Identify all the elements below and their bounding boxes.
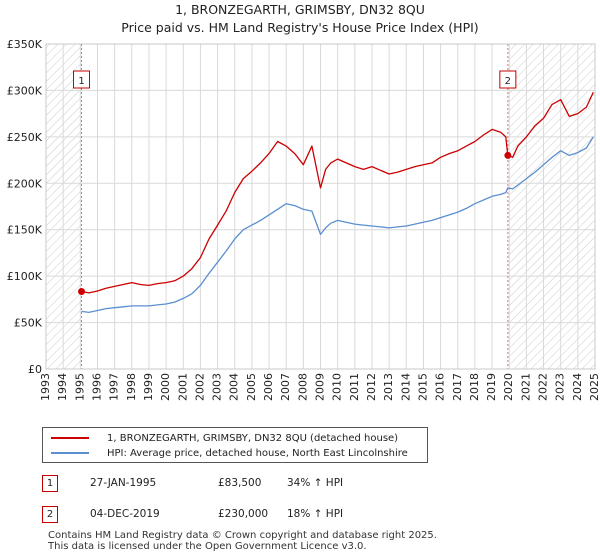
sale-point: [504, 151, 512, 159]
y-tick-label: £350K: [7, 38, 43, 51]
x-tick-label: 2024: [571, 373, 584, 401]
x-tick-label: 2017: [451, 373, 464, 401]
y-tick-label: £50K: [14, 317, 43, 330]
x-tick-label: 2003: [211, 373, 224, 401]
x-tick-label: 2015: [416, 373, 429, 401]
hatched-region: [507, 44, 595, 369]
sale-label-text: 1: [78, 76, 84, 87]
x-tick-label: 2018: [468, 373, 481, 401]
sale-marker-badge: 2: [42, 506, 58, 523]
x-tick-label: 2022: [537, 373, 550, 401]
x-tick-label: 2025: [588, 373, 600, 401]
footer-copyright: Contains HM Land Registry data © Crown c…: [48, 530, 437, 541]
legend: 1, BRONZEGARTH, GRIMSBY, DN32 8QU (detac…: [42, 427, 428, 463]
x-tick-label: 2016: [434, 373, 447, 401]
x-tick-label: 2014: [399, 373, 412, 401]
x-tick-label: 2007: [279, 373, 292, 401]
legend-entry-hpi: HPI: Average price, detached house, Nort…: [51, 446, 408, 460]
y-tick-label: £200K: [7, 177, 43, 190]
y-tick-label: £0: [28, 363, 42, 376]
plot-frame: [45, 43, 596, 370]
x-tick-label: 2021: [519, 373, 532, 401]
x-tick-label: 1993: [39, 373, 52, 401]
x-tick-label: 2000: [159, 373, 172, 401]
legend-label-hpi: HPI: Average price, detached house, Nort…: [107, 447, 408, 459]
x-tick-label: 1996: [90, 373, 103, 401]
chart-title: 1, BRONZEGARTH, GRIMSBY, DN32 8QU: [175, 2, 425, 17]
sale-date: 27-JAN-1995: [90, 477, 157, 489]
sale-label-text: 2: [505, 76, 511, 87]
sale-label-box: [499, 70, 517, 89]
chart-subtitle: Price paid vs. HM Land Registry's House …: [121, 20, 479, 35]
y-tick-label: £300K: [7, 84, 43, 97]
x-tick-label: 2010: [331, 373, 344, 401]
x-tick-label: 2009: [314, 373, 327, 401]
legend-swatch-hpi: [51, 452, 89, 454]
x-tick-label: 2002: [193, 373, 206, 401]
sale-date: 04-DEC-2019: [90, 508, 160, 520]
x-tick-label: 2001: [176, 373, 189, 401]
legend-entry-property: 1, BRONZEGARTH, GRIMSBY, DN32 8QU (detac…: [51, 431, 398, 445]
y-tick-label: £250K: [7, 131, 43, 144]
x-tick-label: 2013: [382, 373, 395, 401]
y-tick-label: £100K: [7, 270, 43, 283]
hpi-line: [81, 136, 594, 314]
footer: Contains HM Land Registry data © Crown c…: [48, 530, 437, 552]
x-tick-label: 2020: [502, 373, 515, 401]
x-tick-label: 1995: [73, 373, 86, 401]
x-tick-label: 1999: [142, 373, 155, 401]
hatched-region: [46, 44, 82, 369]
x-tick-label: 2006: [262, 373, 275, 401]
x-tick-label: 2008: [296, 373, 309, 401]
x-tick-label: 1997: [108, 373, 121, 401]
price-chart: £0 £50K £100K £150K £200K £250K £300K £350K 1993…: [7, 38, 600, 401]
legend-label-property: 1, BRONZEGARTH, GRIMSBY, DN32 8QU (detac…: [107, 432, 399, 444]
x-tick-label: 2005: [245, 373, 258, 401]
x-tick-label: 2019: [485, 373, 498, 401]
legend-swatch-property: [51, 437, 89, 439]
x-tick-label: 1994: [56, 373, 69, 401]
footer-license: This data is licensed under the Open Gov…: [48, 541, 367, 552]
sale-price: £83,500: [218, 477, 262, 489]
x-tick-label: 1998: [125, 373, 138, 401]
y-tick-label: £150K: [7, 224, 43, 237]
x-tick-label: 2004: [228, 373, 241, 401]
x-tick-label: 2012: [365, 373, 378, 401]
x-tick-label: 2023: [554, 373, 567, 401]
sale-price: £230,000: [218, 508, 269, 520]
sale-marker-badge: 1: [42, 475, 58, 492]
x-tick-label: 2011: [348, 373, 361, 401]
sale-point: [78, 287, 86, 295]
sale-hpi-diff: 18% ↑ HPI: [287, 508, 344, 520]
sale-label-box: [73, 70, 91, 89]
sale-hpi-diff: 34% ↑ HPI: [287, 477, 344, 489]
